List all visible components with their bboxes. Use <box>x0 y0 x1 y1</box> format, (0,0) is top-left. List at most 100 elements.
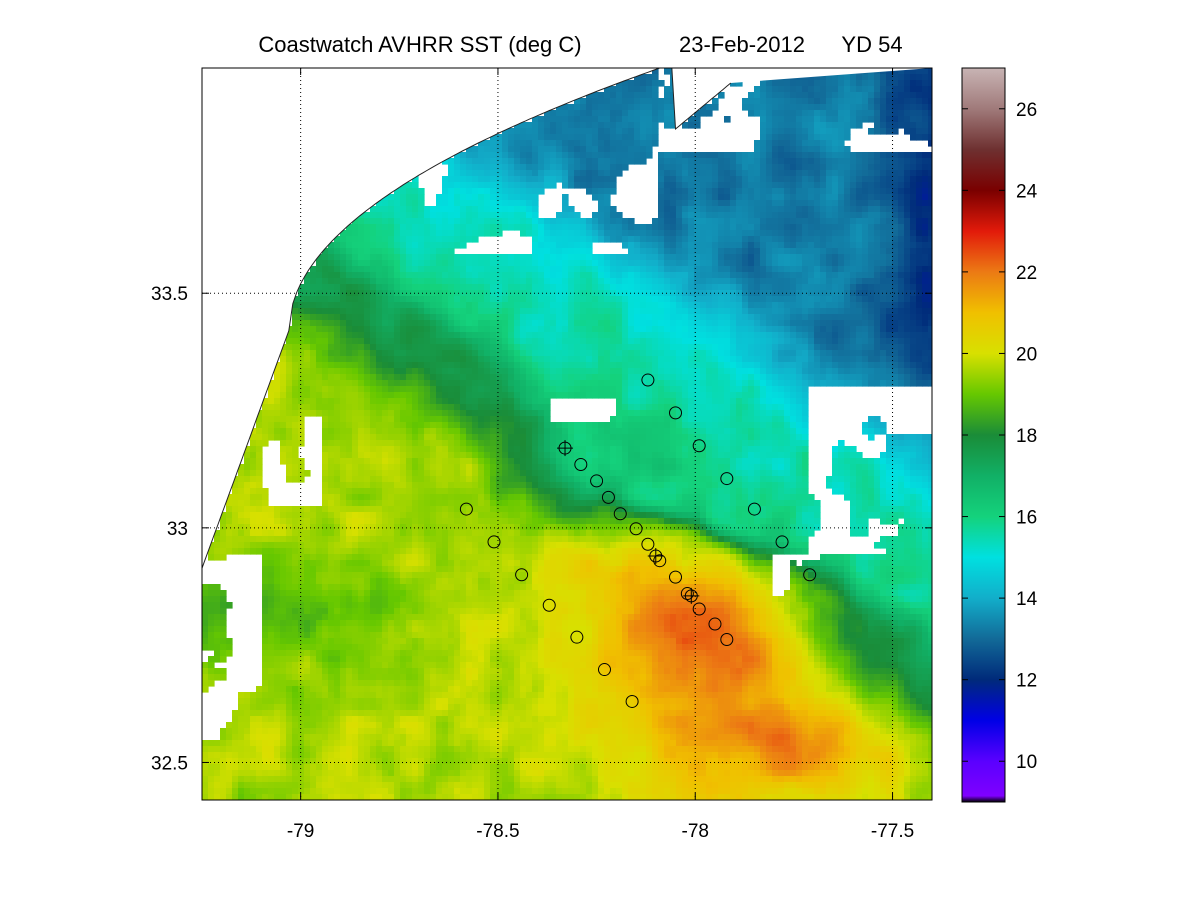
sst-cell <box>550 308 557 315</box>
sst-cell <box>826 290 833 297</box>
sst-cell <box>820 182 827 189</box>
sst-cell <box>874 266 881 273</box>
sst-cell <box>814 80 821 87</box>
sst-cell <box>586 392 593 399</box>
sst-cell <box>850 218 857 225</box>
sst-cell <box>880 272 887 279</box>
sst-cell <box>538 326 545 333</box>
sst-cell <box>700 344 707 351</box>
sst-cell <box>574 98 581 105</box>
sst-cell <box>526 380 533 387</box>
sst-cell <box>724 362 731 369</box>
sst-cell <box>754 332 761 339</box>
sst-cell <box>538 158 545 165</box>
sst-cell <box>448 326 455 333</box>
sst-cell <box>436 212 443 219</box>
sst-cell <box>412 320 419 327</box>
sst-cell <box>442 290 449 297</box>
sst-cell <box>802 332 809 339</box>
sst-cell <box>850 188 857 195</box>
sst-cell <box>922 296 929 303</box>
sst-cell <box>550 374 557 381</box>
sst-cell <box>778 236 785 243</box>
sst-cell <box>424 380 431 387</box>
sst-cell <box>718 248 725 255</box>
sst-cell <box>784 164 791 171</box>
sst-cell <box>418 218 425 225</box>
sst-cell <box>928 188 932 195</box>
sst-cell <box>676 308 683 315</box>
sst-cell <box>838 116 845 123</box>
sst-cell <box>412 332 419 339</box>
sst-cell <box>586 128 593 135</box>
sst-cell <box>724 206 731 213</box>
sst-cell <box>622 368 629 375</box>
sst-cell <box>544 182 551 189</box>
sst-cell <box>298 320 305 327</box>
sst-cell <box>418 332 425 339</box>
sst-cell <box>694 224 701 231</box>
sst-cell <box>730 386 737 393</box>
sst-cell <box>376 230 383 237</box>
sst-cell <box>862 254 869 261</box>
sst-cell <box>916 254 923 261</box>
sst-cell <box>706 224 713 231</box>
sst-cell <box>562 140 569 147</box>
sst-cell <box>910 344 917 351</box>
sst-cell <box>604 368 611 375</box>
sst-cell <box>838 338 845 345</box>
sst-cell <box>598 92 605 99</box>
sst-cell <box>622 320 629 327</box>
sst-cell <box>376 392 383 399</box>
sst-cell <box>688 368 695 375</box>
sst-cell <box>880 188 887 195</box>
sst-cell <box>748 212 755 219</box>
sst-cell <box>718 206 725 213</box>
sst-cell <box>544 422 551 429</box>
sst-cell <box>520 218 527 225</box>
sst-cell <box>430 344 437 351</box>
sst-cell <box>688 182 695 189</box>
sst-cell <box>592 176 599 183</box>
sst-cell <box>538 404 545 411</box>
sst-cell <box>736 206 743 213</box>
sst-cell <box>910 164 917 171</box>
sst-cell <box>256 422 263 429</box>
sst-cell <box>724 326 731 333</box>
sst-cell <box>682 386 689 393</box>
sst-cell <box>790 344 797 351</box>
sst-cell <box>598 338 605 345</box>
sst-cell <box>790 230 797 237</box>
sst-cell <box>508 212 515 219</box>
sst-cell <box>622 110 629 117</box>
sst-cell <box>400 392 407 399</box>
sst-cell <box>796 254 803 261</box>
sst-cell <box>394 284 401 291</box>
sst-cell <box>478 290 485 297</box>
sst-cell <box>676 296 683 303</box>
sst-cell <box>460 374 467 381</box>
sst-cell <box>448 386 455 393</box>
sst-cell <box>736 176 743 183</box>
sst-cell <box>868 338 875 345</box>
sst-cell <box>514 296 521 303</box>
sst-cell <box>928 98 932 105</box>
sst-cell <box>310 278 317 285</box>
sst-cell <box>706 302 713 309</box>
sst-cell <box>784 296 791 303</box>
sst-cell <box>850 332 857 339</box>
sst-cell <box>514 332 521 339</box>
sst-cell <box>910 350 917 357</box>
sst-cell <box>658 308 665 315</box>
sst-cell <box>568 356 575 363</box>
sst-cell <box>862 326 869 333</box>
sst-cell <box>394 260 401 267</box>
sst-cell <box>394 392 401 399</box>
sst-cell <box>772 104 779 111</box>
sst-cell <box>892 320 899 327</box>
sst-cell <box>610 320 617 327</box>
sst-cell <box>634 302 641 309</box>
sst-cell <box>364 338 371 345</box>
sst-cell <box>904 362 911 369</box>
sst-cell <box>688 224 695 231</box>
